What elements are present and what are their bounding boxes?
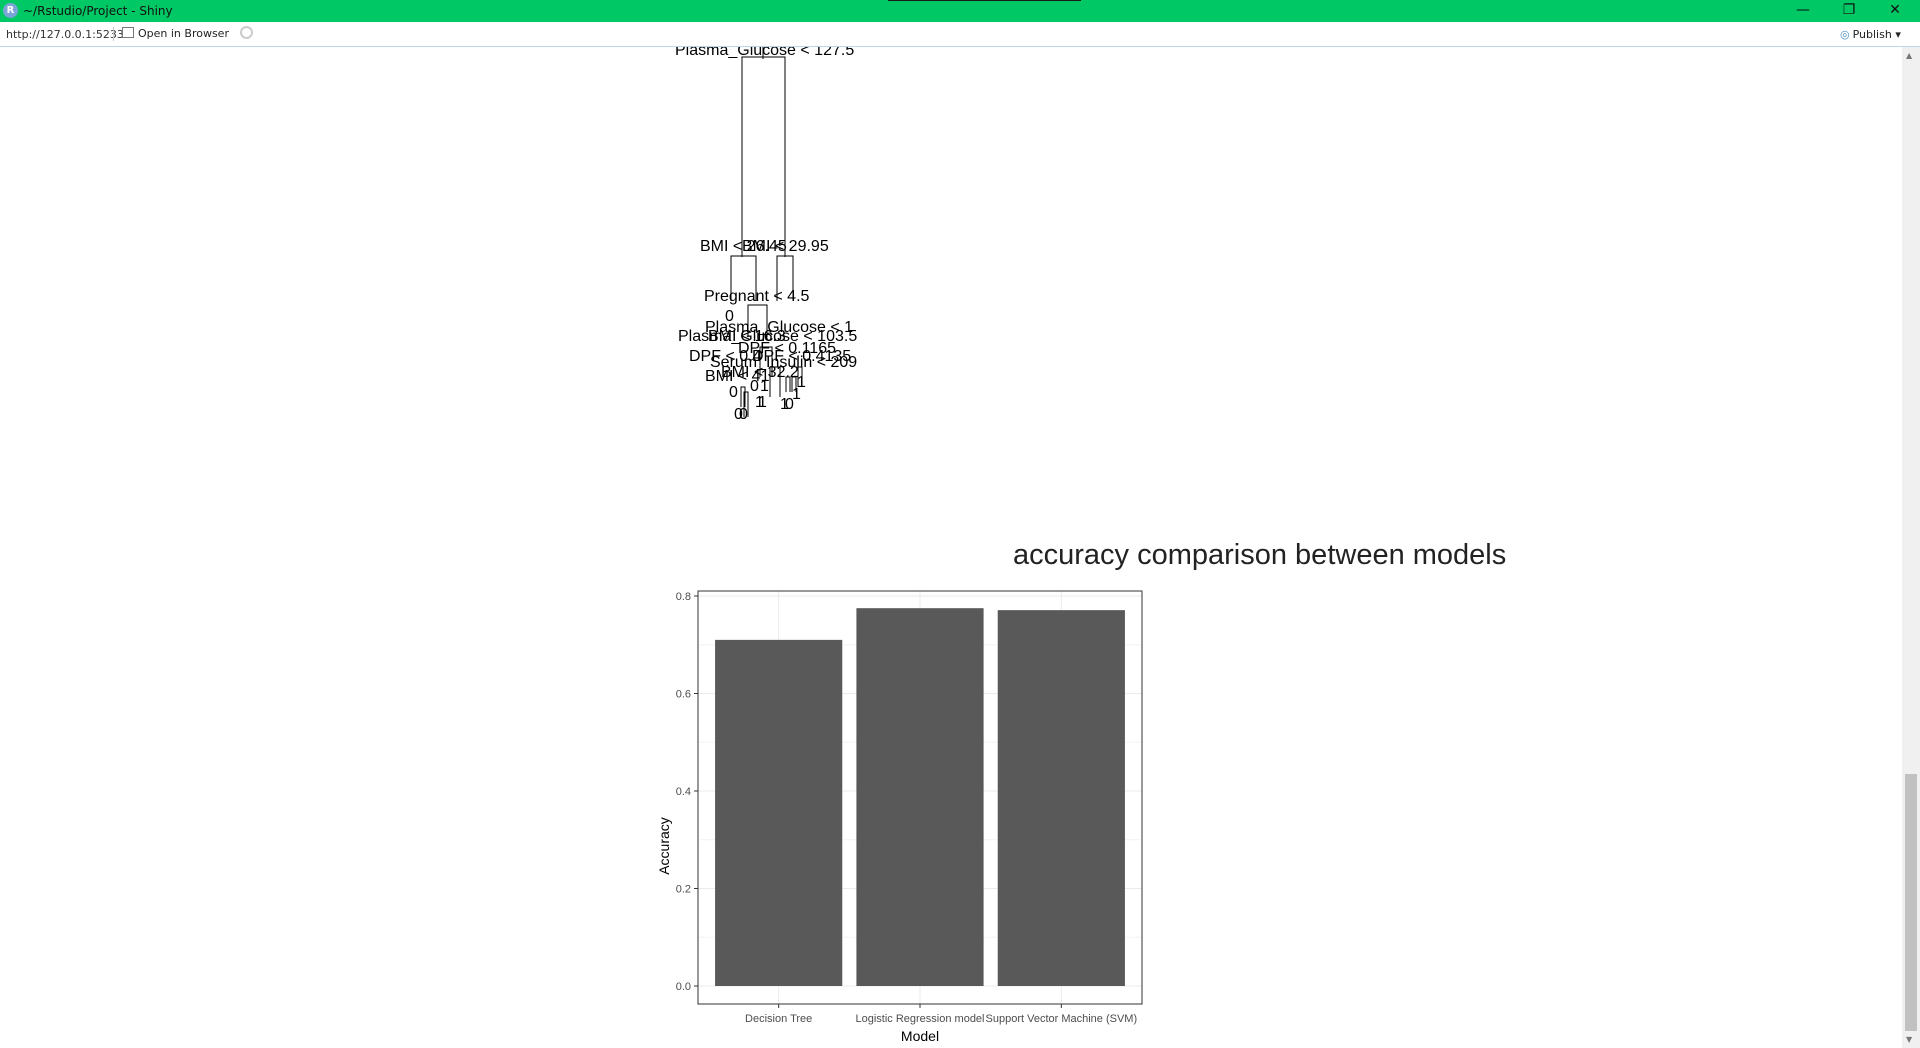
tree-node-label: Plasma_Glucose < 103.5 — [678, 328, 857, 345]
tree-leaf-label: 1 — [760, 378, 769, 395]
y-tick-label: 0.6 — [676, 689, 691, 701]
restore-button[interactable]: ❐ — [1842, 2, 1856, 18]
tree-leaf-label: 1 — [797, 374, 806, 391]
bar — [715, 639, 843, 986]
tree-node-label: BMI < 41 — [705, 368, 770, 385]
scrollbar-thumb[interactable] — [1905, 774, 1917, 1031]
chart-title: accuracy comparison between models — [1013, 539, 1507, 571]
tree-node-label: BMI < 26.45 — [700, 238, 787, 255]
y-tick-label: 0.8 — [676, 591, 691, 603]
tree-node-label: Plasma_Glucose < 1 — [705, 319, 853, 336]
tree-node-label: Plasma_Glucose < 127.5 — [675, 47, 854, 59]
x-tick-label: Logistic Regression model — [855, 1013, 984, 1025]
publish-button[interactable]: ◎ Publish ▾ — [1840, 28, 1901, 41]
scroll-up-icon[interactable]: ▲ — [1906, 51, 1913, 60]
x-axis-label: Model — [901, 1028, 939, 1044]
tree-leaf-label: 0 — [739, 406, 748, 423]
tree-node-label: BMI < 32.2 — [721, 364, 799, 381]
tree-leaf-label: 0 — [729, 384, 738, 401]
vertical-scrollbar[interactable]: ▲ ▼ — [1902, 47, 1920, 1048]
app-content: Plasma_Glucose < 127.5 BMI < 26.45 BMI <… — [0, 47, 1902, 1048]
tree-node-label: BMI < 16.3 — [708, 328, 786, 345]
toolbar-separator — [113, 27, 114, 41]
bar — [856, 608, 984, 986]
window-titlebar: R ~/Rstudio/Project - Shiny — ❐ ✕ — [0, 0, 1920, 22]
x-tick-label: Support Vector Machine (SVM) — [986, 1013, 1138, 1025]
viewer-toolbar: http://127.0.0.1:5233 Open in Browser ◎ P… — [0, 22, 1920, 47]
tree-leaf-label: 1 — [780, 396, 789, 413]
window-title: ~/Rstudio/Project - Shiny — [23, 4, 173, 18]
rstudio-logo-icon: R — [3, 3, 18, 18]
tree-node-label: Pregnant < 4.5 — [704, 288, 810, 305]
tree-node-label: Serum_Insulin < 209 — [710, 354, 857, 371]
open-in-browser-button[interactable]: Open in Browser — [122, 27, 229, 40]
y-axis-label: Accuracy — [656, 817, 672, 875]
chart-panel-border — [697, 590, 1143, 1005]
chart-bars — [715, 608, 1125, 986]
tree-leaf-label: 0 — [734, 406, 743, 423]
close-button[interactable]: ✕ — [1889, 2, 1901, 18]
url-display[interactable]: http://127.0.0.1:5233 — [6, 28, 124, 41]
chart-x-ticks: Decision Tree Logistic Regression model Su… — [745, 1004, 1137, 1025]
tree-labels: Plasma_Glucose < 127.5 BMI < 26.45 BMI <… — [675, 47, 857, 423]
y-tick-label: 0.0 — [676, 981, 691, 993]
tree-leaf-label: 1 — [755, 394, 764, 411]
publish-label: Publish — [1852, 28, 1892, 41]
tree-leaf-label: 1 — [758, 394, 767, 411]
y-tick-label: 0.2 — [676, 884, 691, 896]
tree-leaf-label: 1 — [792, 386, 801, 403]
refresh-icon[interactable] — [240, 26, 253, 39]
open-in-browser-label: Open in Browser — [138, 27, 229, 40]
tree-node-label: DPF < 0.1165 — [738, 340, 836, 357]
tree-node-label: DPF < 0.4 — [689, 348, 762, 365]
decision-tree-plot: Plasma_Glucose < 127.5 BMI < 26.45 BMI <… — [675, 47, 857, 423]
tree-node-label: DPF < 0.4135 — [752, 348, 851, 365]
y-tick-label: 0.4 — [676, 786, 691, 798]
scroll-down-icon[interactable]: ▼ — [1906, 1035, 1913, 1044]
tree-node-label: BMI < 29.95 — [742, 238, 829, 255]
tree-leaf-label: 0 — [750, 378, 759, 395]
tree-branches — [730, 47, 803, 417]
tree-leaf-label: 0 — [725, 308, 734, 325]
titlebar-indicator — [888, 0, 1081, 1]
minimize-button[interactable]: — — [1796, 2, 1810, 18]
publish-icon: ◎ — [1840, 28, 1850, 41]
open-in-browser-icon — [122, 27, 134, 38]
bar — [997, 610, 1125, 986]
tree-leaf-label: 0 — [785, 396, 794, 413]
chart-grid — [698, 591, 1142, 1004]
x-tick-label: Decision Tree — [745, 1013, 812, 1025]
chart-y-ticks: 0.0 0.2 0.4 0.6 0.8 — [676, 591, 698, 993]
